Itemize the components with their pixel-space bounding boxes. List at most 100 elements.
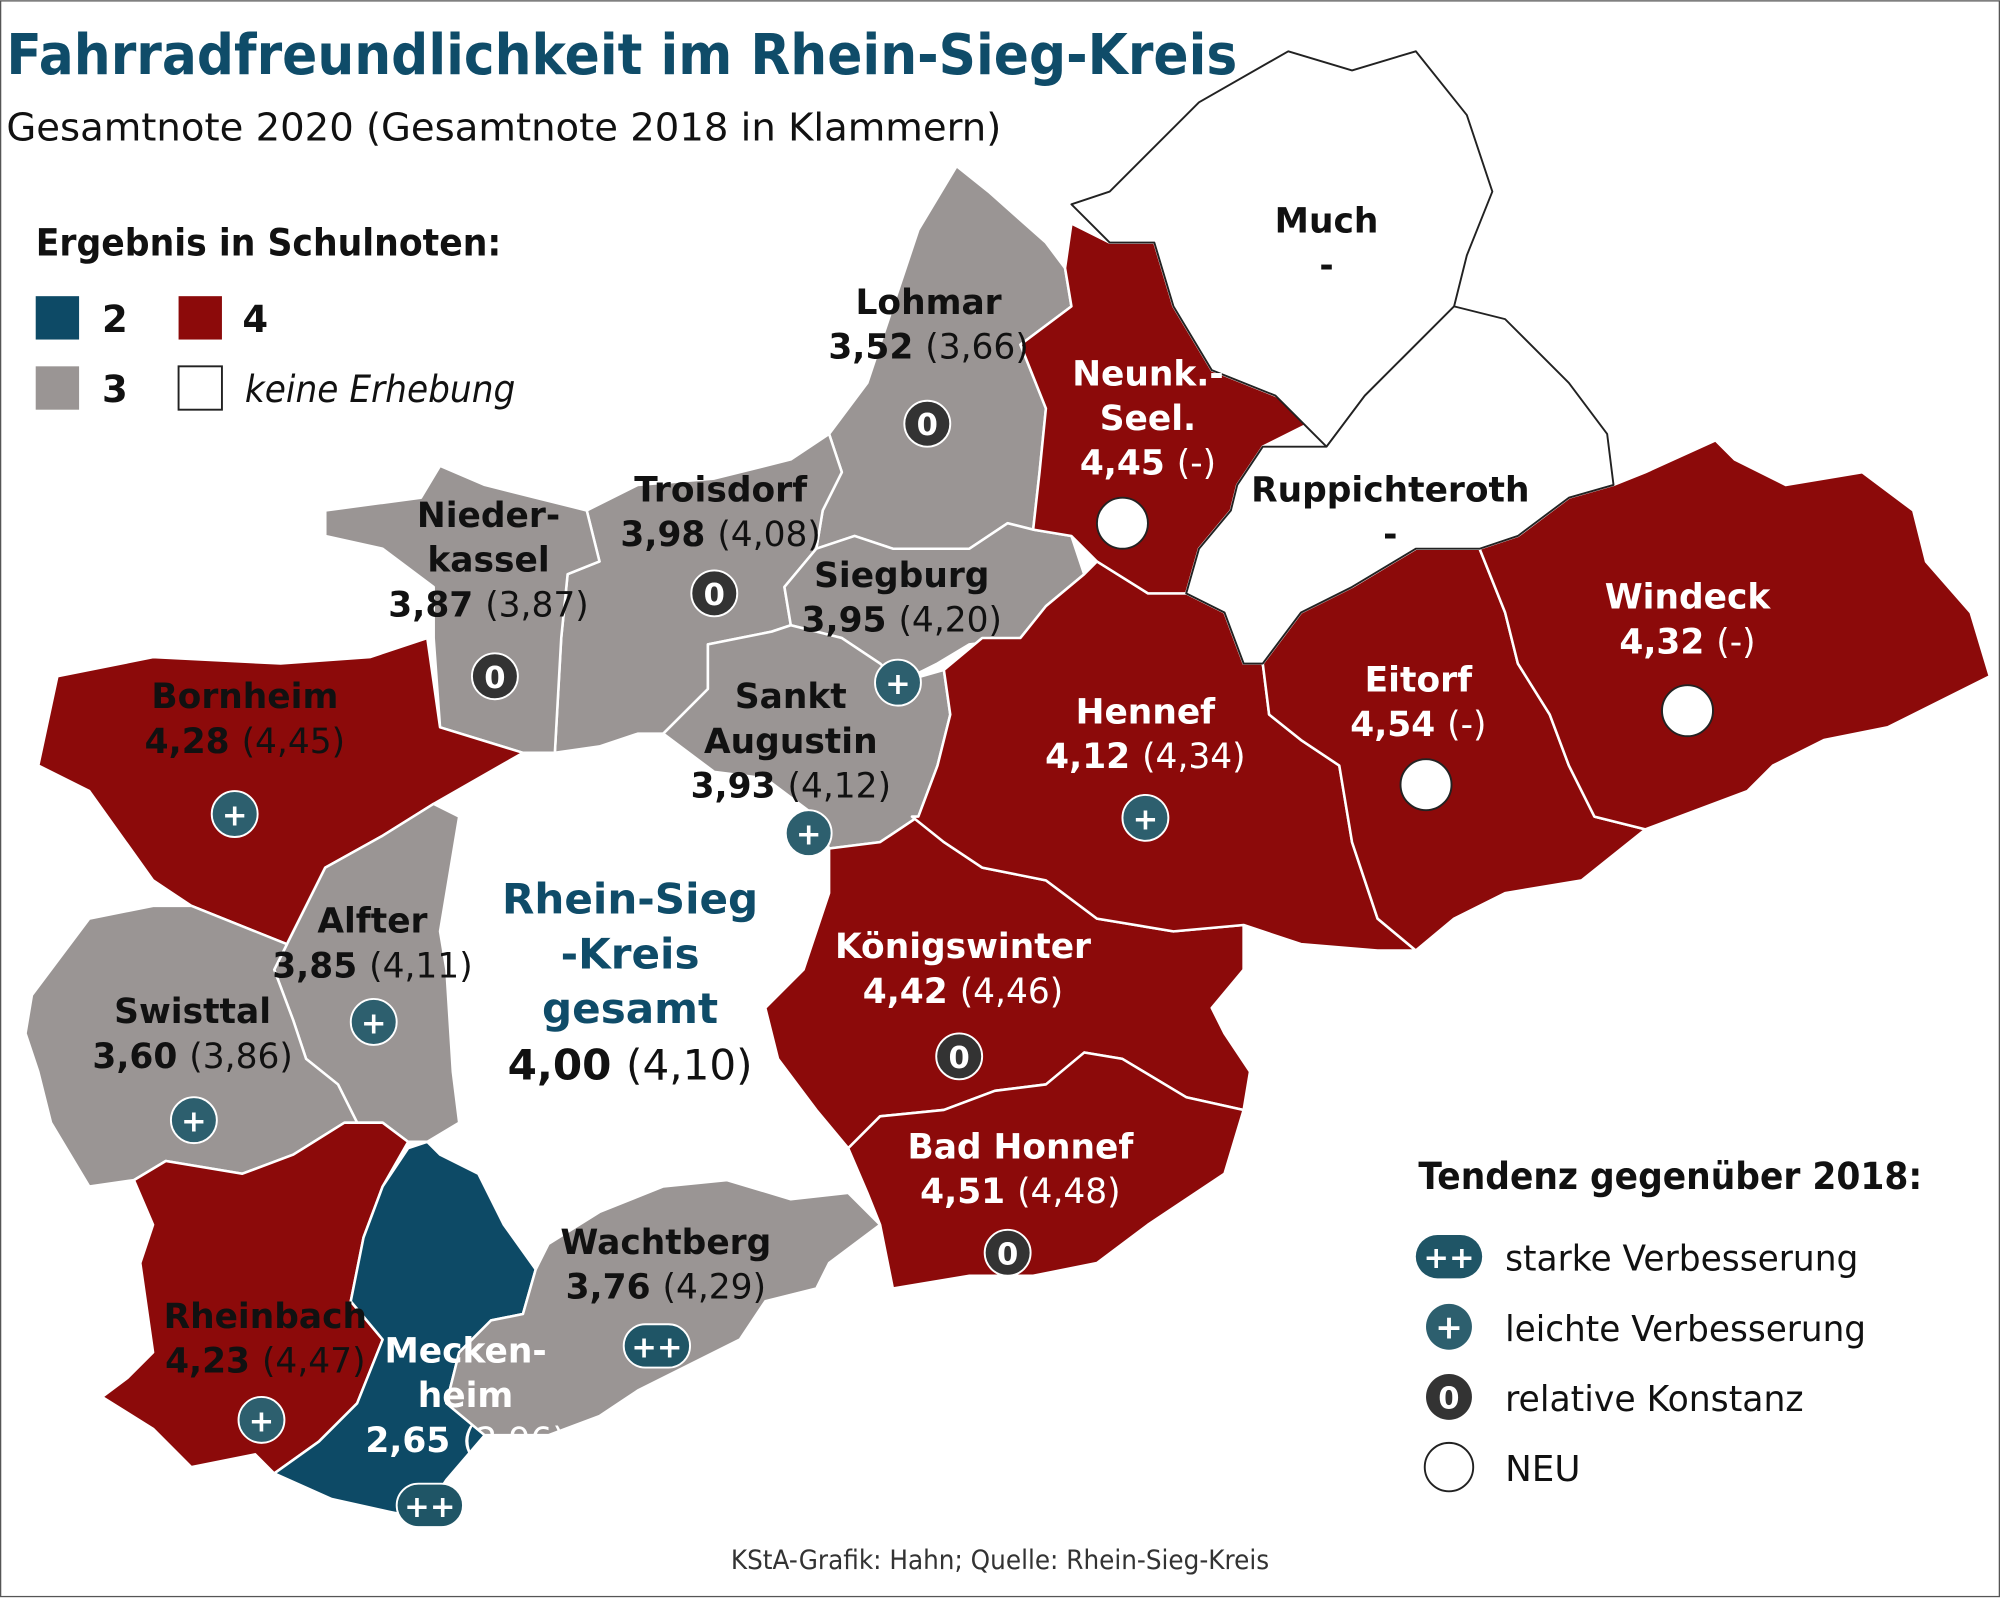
region-name: Windeck — [1605, 578, 1772, 618]
score: - — [1383, 515, 1397, 555]
region-name: Siegburg — [814, 556, 989, 596]
region-score: - — [1319, 246, 1333, 286]
region-area — [445, 1178, 882, 1437]
trend-marker-label: + — [361, 1006, 387, 1041]
previous-score: (4,20) — [898, 601, 1002, 641]
trend-marker-label: 0 — [484, 661, 505, 696]
trend-marker-label: + — [249, 1404, 275, 1439]
region-name: Alfter — [317, 902, 427, 942]
score: 3,76 — [566, 1268, 663, 1308]
previous-score: (3,86) — [189, 1037, 293, 1077]
trend-marker — [210, 790, 259, 838]
previous-score: (4,46) — [960, 972, 1064, 1012]
total-name: gesamt — [542, 984, 718, 1033]
region-score: 4,28 (4,45) — [145, 722, 345, 762]
score: 4,23 — [165, 1342, 262, 1382]
trend-marker-label: + — [181, 1105, 207, 1140]
score: 3,95 — [802, 601, 899, 641]
region-score: 3,93 (4,12) — [691, 766, 891, 806]
legend-swatch — [177, 365, 223, 411]
trend-marker — [169, 1096, 218, 1145]
region-name: Bornheim — [151, 677, 338, 717]
previous-score: (-) — [1447, 705, 1486, 745]
region-score: 2,65 (2,96) — [365, 1421, 565, 1461]
region-score: 3,98 (4,08) — [620, 515, 820, 555]
total-score: 4,00 (4,10) — [508, 1040, 753, 1089]
score: 4,00 — [508, 1040, 626, 1089]
score: 4,28 — [145, 722, 242, 762]
previous-score: (3,87) — [485, 585, 589, 625]
legend-label: 3 — [102, 368, 128, 411]
region-name: Lohmar — [855, 283, 1001, 323]
trend-label: NEU — [1505, 1449, 1580, 1490]
trend-marker — [874, 658, 922, 707]
region-name: Eitorf — [1365, 661, 1473, 701]
region-name: Wachtberg — [560, 1223, 771, 1263]
region-score: 3,76 (4,29) — [566, 1268, 766, 1308]
region-name: Much — [1275, 201, 1379, 241]
previous-score: (4,08) — [717, 515, 821, 555]
region-score: 4,12 (4,34) — [1045, 737, 1245, 777]
score: 4,45 — [1080, 444, 1177, 484]
score: 3,52 — [828, 328, 925, 368]
trend-marker — [395, 1482, 464, 1528]
trend-marker-label: + — [1133, 802, 1159, 837]
region-score: 4,51 (4,48) — [920, 1172, 1120, 1212]
score: 3,60 — [92, 1037, 189, 1077]
region-score: 4,54 (-) — [1350, 705, 1486, 745]
previous-score: (4,11) — [369, 946, 473, 986]
previous-score: (4,29) — [663, 1268, 767, 1308]
region-name: Königswinter — [835, 927, 1091, 967]
trend-marker — [903, 399, 952, 448]
trend-label: starke Verbesserung — [1505, 1239, 1858, 1280]
region-area — [846, 1051, 1245, 1290]
score: 3,87 — [388, 585, 485, 625]
region-score: 4,23 (4,47) — [165, 1342, 365, 1382]
trend-marker — [690, 569, 739, 618]
regions — [24, 50, 1992, 1520]
score: 4,12 — [1045, 737, 1142, 777]
region-score: 4,45 (-) — [1080, 444, 1216, 484]
trend-marker-label: + — [885, 667, 911, 702]
region-name: Troisdorf — [634, 471, 808, 511]
score: 4,51 — [920, 1172, 1017, 1212]
title: Fahrradfreundlichkeit im Rhein-Sieg-Krei… — [6, 23, 1237, 88]
trend-marker-label: + — [222, 799, 248, 834]
region-score: 4,32 (-) — [1619, 622, 1755, 662]
trend-symbol-label: ++ — [1423, 1241, 1474, 1276]
grade-legend-title: Ergebnis in Schulnoten: — [36, 221, 502, 264]
region-name: Hennef — [1076, 692, 1217, 732]
region-score: - — [1383, 515, 1397, 555]
trend-marker — [622, 1323, 692, 1369]
legend-label: keine Erhebung — [245, 368, 515, 411]
legend-label: 2 — [102, 298, 128, 341]
trend-marker-label: 0 — [704, 578, 725, 613]
previous-score: (-) — [1716, 622, 1755, 662]
previous-score: (2,96) — [462, 1421, 566, 1461]
region-name: Seel. — [1100, 399, 1196, 439]
legend-label: 4 — [242, 298, 268, 341]
region-name: Nieder- — [417, 496, 560, 536]
legend-swatch — [35, 366, 80, 410]
region-score: 3,85 (4,11) — [272, 946, 472, 986]
previous-score: (4,48) — [1017, 1172, 1121, 1212]
region-name: Rheinbach — [164, 1297, 367, 1337]
trend-marker-label: ++ — [404, 1490, 455, 1525]
region-name: Sankt — [735, 677, 847, 717]
previous-score: (4,45) — [242, 722, 346, 762]
previous-score: (3,66) — [925, 328, 1029, 368]
trend-symbol — [1415, 1234, 1483, 1279]
region-score: 3,60 (3,86) — [92, 1037, 292, 1077]
source: KStA-Grafik: Hahn; Quelle: Rhein-Sieg-Kr… — [731, 1545, 1269, 1576]
trend-marker-new — [1095, 496, 1149, 550]
previous-score: (4,12) — [788, 766, 892, 806]
trend-marker-label: + — [796, 818, 822, 853]
trend-marker-label: 0 — [917, 408, 938, 443]
region-area — [323, 464, 601, 755]
score: 4,42 — [863, 972, 960, 1012]
previous-score: (4,47) — [262, 1342, 366, 1382]
trend-label: relative Konstanz — [1505, 1379, 1803, 1420]
trend-symbol-label: 0 — [1438, 1381, 1459, 1416]
